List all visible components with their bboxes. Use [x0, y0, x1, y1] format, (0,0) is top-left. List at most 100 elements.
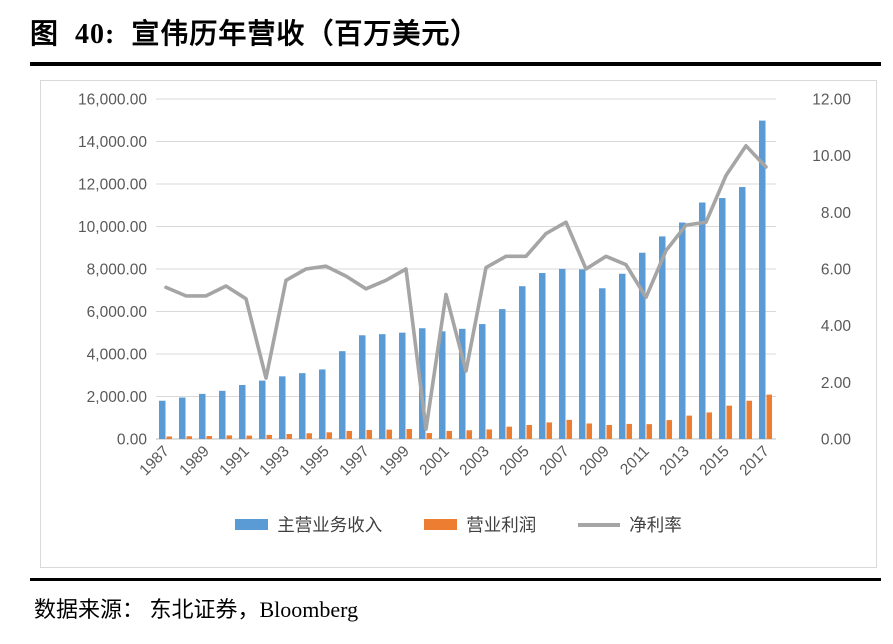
- bar-revenue: [639, 252, 646, 439]
- bar-revenue: [499, 309, 506, 439]
- bar-revenue: [579, 269, 586, 439]
- x-axis-tick-label: 1991: [216, 443, 252, 479]
- bar-revenue: [539, 273, 546, 439]
- revenue-swatch-icon: [235, 519, 269, 530]
- right-axis-tick-label: 0.00: [821, 432, 852, 449]
- operating-profit-swatch-icon: [424, 519, 458, 530]
- bar-revenue: [559, 268, 566, 439]
- left-axis-tick-label: 4,000.00: [87, 347, 148, 364]
- bar-revenue: [219, 390, 226, 439]
- bar-operating-profit: [606, 424, 612, 439]
- bar-revenue: [299, 373, 306, 439]
- figure-title: 图 40: 宣伟历年营收（百万美元）: [30, 19, 480, 50]
- line-net-margin: [164, 144, 768, 431]
- bar-operating-profit: [686, 415, 692, 439]
- bar-operating-profit: [506, 426, 512, 439]
- bar-operating-profit: [546, 422, 552, 439]
- bar-operating-profit: [446, 430, 452, 439]
- bar-revenue: [159, 400, 166, 439]
- bar-revenue: [399, 332, 406, 439]
- net-margin-line-swatch-icon: [578, 522, 621, 527]
- bar-operating-profit: [566, 419, 572, 439]
- bar-operating-profit: [526, 424, 532, 439]
- legend-label-net-margin: 净利率: [629, 515, 682, 535]
- legend-item-net-margin: 净利率: [578, 512, 682, 537]
- bar-revenue: [459, 328, 466, 439]
- bar-revenue: [619, 273, 626, 439]
- left-axis-tick-label: 2,000.00: [87, 389, 148, 406]
- footer-rule: [30, 578, 881, 581]
- x-axis-tick-label: 2005: [496, 443, 532, 479]
- x-axis-tick-label: 2003: [456, 443, 492, 479]
- x-axis-tick-label: 1997: [336, 443, 372, 479]
- left-axis-tick-label: 10,000.00: [78, 219, 147, 236]
- bar-operating-profit: [206, 436, 212, 439]
- left-axis-tick-label: 0.00: [117, 432, 148, 449]
- bar-revenue: [319, 369, 326, 439]
- right-axis-tick-label: 8.00: [821, 205, 852, 222]
- bar-operating-profit: [246, 435, 252, 439]
- bar-revenue: [419, 328, 426, 439]
- left-axis-tick-label: 14,000.00: [78, 134, 147, 151]
- bar-revenue: [279, 376, 286, 439]
- bar-operating-profit: [346, 430, 352, 439]
- x-axis-tick-label: 2015: [696, 443, 732, 479]
- bar-revenue: [719, 198, 726, 439]
- bar-revenue: [439, 331, 446, 439]
- x-axis-tick-label: 2001: [416, 443, 452, 479]
- x-axis-tick-label: 2017: [736, 443, 772, 479]
- bar-operating-profit: [326, 432, 332, 439]
- left-axis-tick-label: 16,000.00: [78, 92, 147, 109]
- bar-revenue: [479, 324, 486, 439]
- legend-label-operating-profit: 营业利润: [466, 515, 537, 535]
- x-axis-tick-label: 1993: [256, 443, 292, 479]
- bar-operating-profit: [266, 434, 272, 439]
- chart-canvas: 0.00 2,000.00 4,000.00 6,000.00 8,000.00 10,0…: [78, 92, 852, 480]
- bar-operating-profit: [766, 394, 772, 439]
- bar-operating-profit: [466, 430, 472, 439]
- x-axis-tick-label: 2013: [656, 443, 692, 479]
- x-axis-tick-label: 2011: [617, 443, 653, 479]
- bar-revenue: [339, 351, 346, 439]
- bar-operating-profit: [306, 433, 312, 439]
- bar-operating-profit: [746, 400, 752, 439]
- x-axis-tick-label: 2009: [576, 443, 612, 479]
- bar-operating-profit: [166, 436, 172, 439]
- bar-revenue: [379, 334, 386, 439]
- x-axis-tick-label: 1989: [176, 443, 212, 479]
- bar-operating-profit: [706, 412, 712, 439]
- bar-operating-profit: [186, 436, 192, 439]
- bar-revenue: [519, 286, 526, 439]
- bar-revenue: [759, 120, 766, 439]
- right-axis-tick-label: 4.00: [821, 318, 852, 335]
- left-axis-tick-label: 8,000.00: [87, 262, 148, 279]
- bar-operating-profit: [646, 424, 652, 439]
- bar-operating-profit: [586, 423, 592, 439]
- bar-operating-profit: [406, 429, 412, 439]
- bar-revenue: [179, 397, 186, 439]
- bar-revenue: [699, 202, 706, 439]
- bar-operating-profit: [226, 435, 232, 439]
- data-source-note: 数据来源： 东北证券，Bloomberg: [34, 597, 359, 622]
- bar-revenue: [199, 393, 206, 439]
- right-axis-tick-label: 6.00: [821, 262, 852, 279]
- right-axis-tick-label: 12.00: [812, 92, 851, 109]
- bar-revenue: [659, 236, 666, 439]
- title-rule: [30, 62, 881, 66]
- bar-operating-profit: [386, 429, 392, 439]
- bar-revenue: [739, 187, 746, 439]
- x-axis-tick-label: 1995: [296, 443, 332, 479]
- bar-operating-profit: [726, 405, 732, 439]
- bar-operating-profit: [626, 423, 632, 439]
- bar-revenue: [599, 288, 606, 439]
- bar-operating-profit: [666, 420, 672, 439]
- chart-legend: 主营业务收入 营业利润 净利率: [41, 512, 876, 537]
- left-axis-tick-label: 6,000.00: [87, 304, 148, 321]
- bar-operating-profit: [286, 434, 292, 439]
- left-axis-tick-label: 12,000.00: [78, 177, 147, 194]
- bar-revenue: [679, 222, 686, 439]
- chart-area: 0.00 2,000.00 4,000.00 6,000.00 8,000.00 10,0…: [40, 80, 877, 568]
- legend-label-revenue: 主营业务收入: [277, 515, 383, 535]
- right-axis-tick-label: 10.00: [812, 148, 851, 165]
- bar-operating-profit: [486, 429, 492, 439]
